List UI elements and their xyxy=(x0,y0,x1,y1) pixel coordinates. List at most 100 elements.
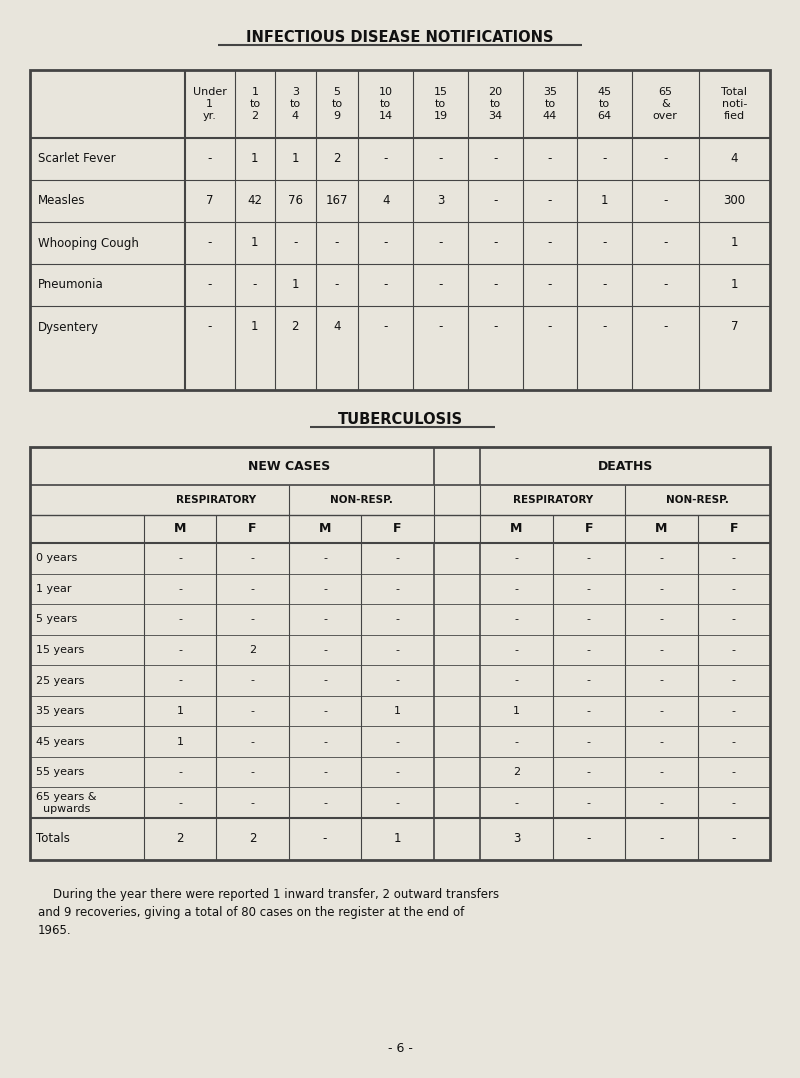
Text: 1: 1 xyxy=(251,152,258,166)
Text: -: - xyxy=(493,278,498,291)
Text: 1: 1 xyxy=(177,706,183,716)
Text: -: - xyxy=(732,798,736,807)
Text: 42: 42 xyxy=(247,194,262,207)
Text: 1 year: 1 year xyxy=(36,584,71,594)
Text: -: - xyxy=(587,736,591,747)
Text: 1: 1 xyxy=(394,706,401,716)
Text: -: - xyxy=(383,236,388,249)
Text: -: - xyxy=(322,832,327,845)
Text: -: - xyxy=(395,798,399,807)
Text: 2: 2 xyxy=(176,832,184,845)
Text: Total
noti-
fied: Total noti- fied xyxy=(722,87,747,121)
Text: -: - xyxy=(323,706,327,716)
Text: 5 years: 5 years xyxy=(36,614,78,624)
Text: 4: 4 xyxy=(382,194,390,207)
Text: -: - xyxy=(493,152,498,166)
Text: -: - xyxy=(732,676,736,686)
Text: -: - xyxy=(663,194,667,207)
Text: -: - xyxy=(514,584,518,594)
Text: -: - xyxy=(731,832,736,845)
Text: -: - xyxy=(253,278,257,291)
Text: F: F xyxy=(730,523,738,536)
Text: -: - xyxy=(438,152,442,166)
Text: 5
to
9: 5 to 9 xyxy=(331,87,342,121)
Text: -: - xyxy=(514,645,518,655)
Text: 3
to
4: 3 to 4 xyxy=(290,87,301,121)
Text: 76: 76 xyxy=(288,194,303,207)
Text: 1965.: 1965. xyxy=(38,924,72,937)
Text: -: - xyxy=(207,152,212,166)
Text: -: - xyxy=(659,832,663,845)
Text: 1: 1 xyxy=(730,278,738,291)
Text: -: - xyxy=(493,320,498,333)
Text: 35 years: 35 years xyxy=(36,706,84,716)
Text: -: - xyxy=(514,736,518,747)
Text: - 6 -: - 6 - xyxy=(387,1041,413,1054)
Text: INFECTIOUS DISEASE NOTIFICATIONS: INFECTIOUS DISEASE NOTIFICATIONS xyxy=(246,30,554,45)
Text: -: - xyxy=(659,706,663,716)
Text: -: - xyxy=(587,676,591,686)
Text: 7: 7 xyxy=(206,194,214,207)
Text: F: F xyxy=(393,523,402,536)
Text: 1: 1 xyxy=(251,320,258,333)
Text: -: - xyxy=(438,320,442,333)
Text: 2: 2 xyxy=(249,645,256,655)
Text: -: - xyxy=(395,645,399,655)
Text: -: - xyxy=(323,584,327,594)
Text: 4: 4 xyxy=(333,320,341,333)
Text: -: - xyxy=(395,768,399,777)
Text: -: - xyxy=(293,236,298,249)
Text: 1: 1 xyxy=(394,832,401,845)
Text: -: - xyxy=(548,320,552,333)
Text: -: - xyxy=(250,614,254,624)
Text: -: - xyxy=(178,553,182,564)
Text: -: - xyxy=(395,553,399,564)
Text: -: - xyxy=(659,736,663,747)
Text: -: - xyxy=(659,553,663,564)
Text: -: - xyxy=(732,736,736,747)
Text: -: - xyxy=(514,676,518,686)
Text: -: - xyxy=(732,706,736,716)
Text: -: - xyxy=(323,645,327,655)
Text: -: - xyxy=(178,645,182,655)
Text: -: - xyxy=(493,194,498,207)
Text: -: - xyxy=(587,645,591,655)
Text: Totals: Totals xyxy=(36,832,70,845)
Text: -: - xyxy=(395,614,399,624)
Text: During the year there were reported 1 inward transfer, 2 outward transfers: During the year there were reported 1 in… xyxy=(38,888,499,901)
Text: Under
1
yr.: Under 1 yr. xyxy=(193,87,226,121)
Text: 300: 300 xyxy=(723,194,746,207)
Text: -: - xyxy=(732,614,736,624)
Text: -: - xyxy=(659,768,663,777)
Text: -: - xyxy=(659,614,663,624)
Text: -: - xyxy=(732,553,736,564)
Text: -: - xyxy=(250,553,254,564)
Text: -: - xyxy=(334,236,339,249)
Text: -: - xyxy=(323,614,327,624)
Text: 65
&
over: 65 & over xyxy=(653,87,678,121)
Text: -: - xyxy=(383,278,388,291)
Text: 2: 2 xyxy=(333,152,341,166)
Text: 1: 1 xyxy=(177,736,183,747)
Text: 25 years: 25 years xyxy=(36,676,84,686)
Text: 15 years: 15 years xyxy=(36,645,84,655)
Text: DEATHS: DEATHS xyxy=(598,459,653,472)
Text: -: - xyxy=(659,645,663,655)
Text: -: - xyxy=(207,236,212,249)
Text: -: - xyxy=(178,584,182,594)
Text: -: - xyxy=(659,798,663,807)
Text: 4: 4 xyxy=(730,152,738,166)
Text: -: - xyxy=(250,798,254,807)
Text: -: - xyxy=(178,676,182,686)
Text: -: - xyxy=(732,768,736,777)
Text: -: - xyxy=(395,676,399,686)
Text: 2: 2 xyxy=(249,832,256,845)
Text: -: - xyxy=(732,645,736,655)
Text: -: - xyxy=(323,736,327,747)
Text: -: - xyxy=(323,768,327,777)
Text: -: - xyxy=(659,584,663,594)
Text: -: - xyxy=(663,236,667,249)
Text: RESPIRATORY: RESPIRATORY xyxy=(176,495,256,505)
Text: -: - xyxy=(250,676,254,686)
Text: NON-RESP.: NON-RESP. xyxy=(330,495,393,505)
